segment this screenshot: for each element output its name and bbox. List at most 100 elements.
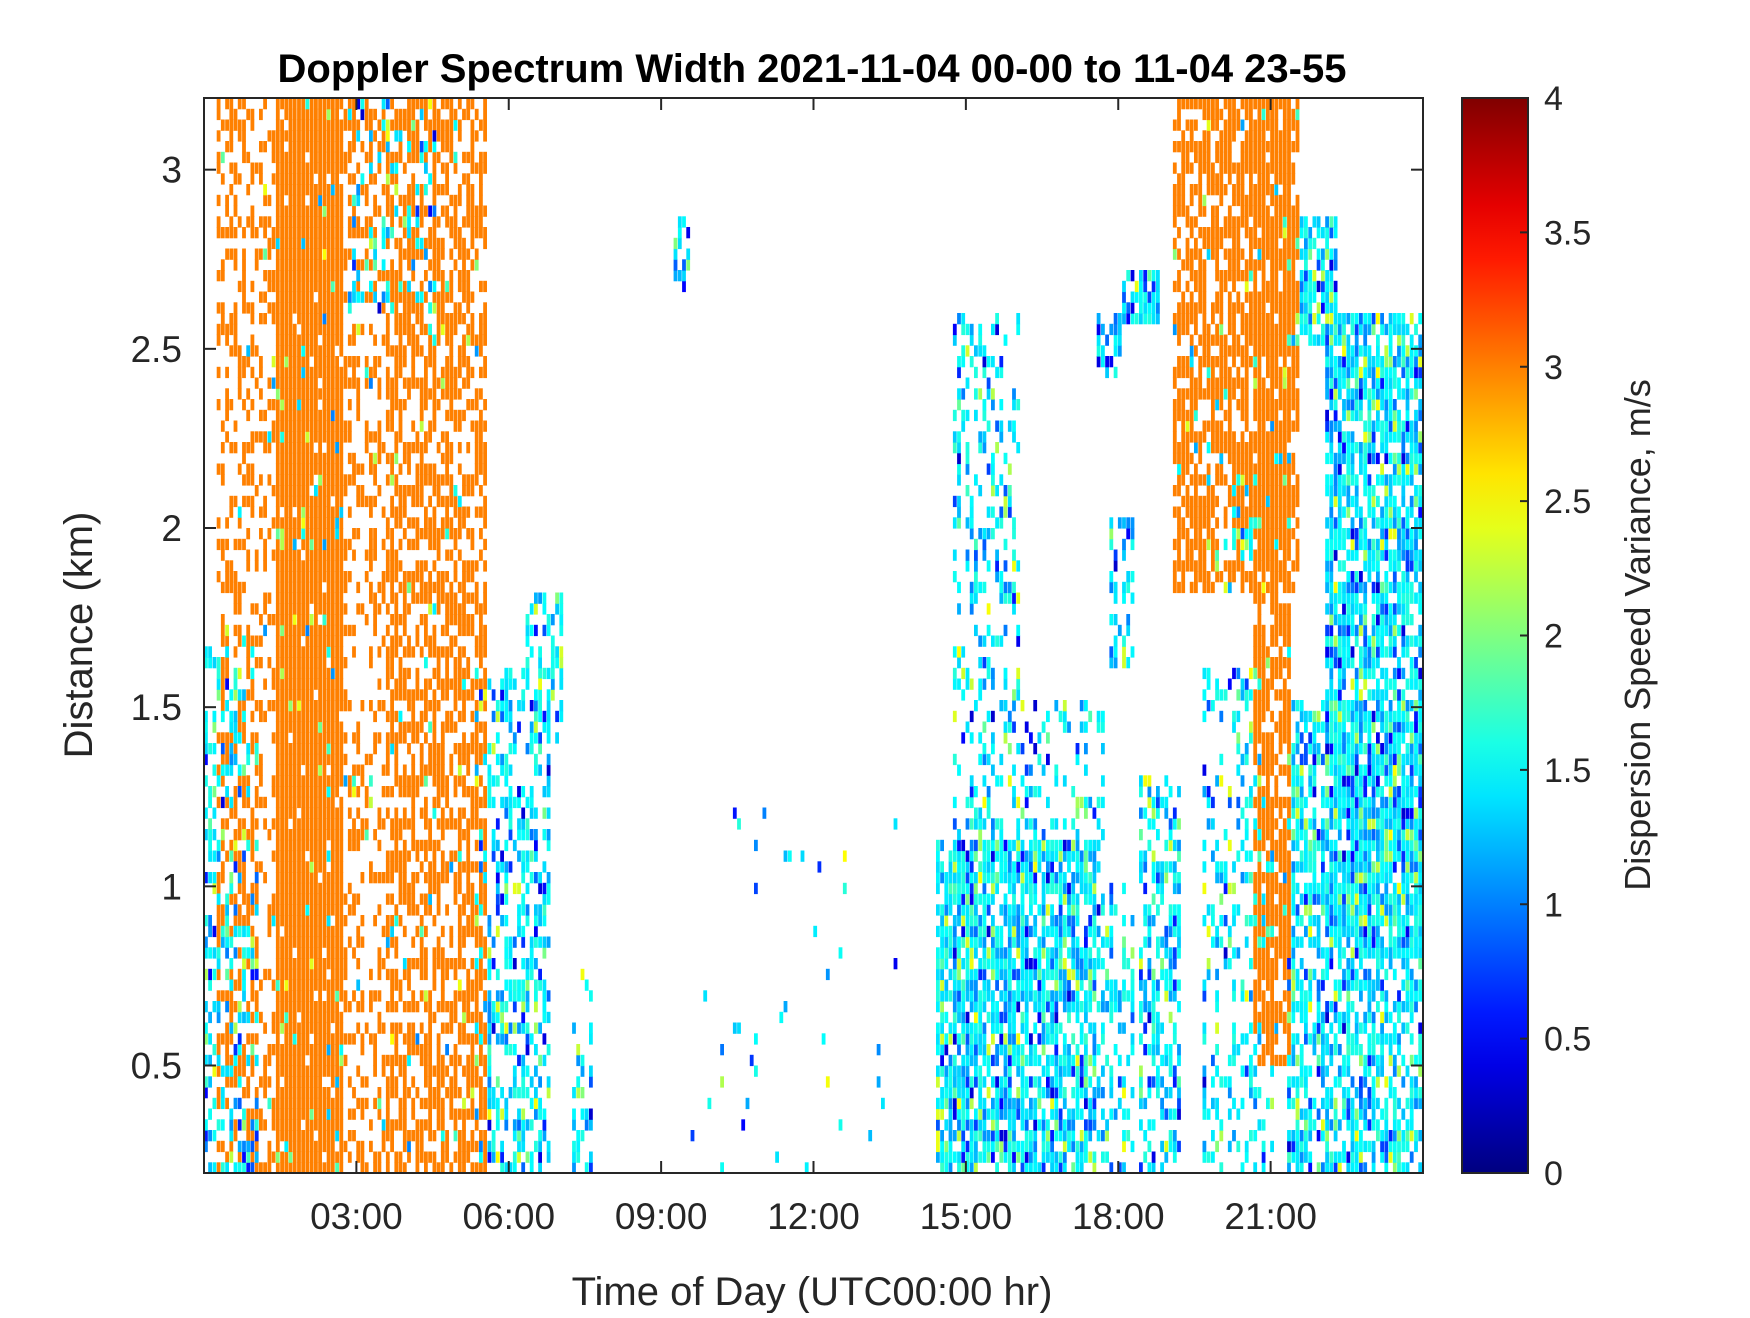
heatmap-cell bbox=[445, 861, 449, 873]
heatmap-cell bbox=[500, 861, 504, 873]
heatmap-cell bbox=[965, 968, 970, 981]
heatmap-cell bbox=[487, 1140, 492, 1153]
heatmap-cell bbox=[352, 108, 356, 121]
heatmap-cell bbox=[479, 1097, 483, 1110]
heatmap-cell bbox=[457, 528, 462, 540]
heatmap-cell bbox=[398, 1097, 403, 1110]
heatmap-cell bbox=[356, 280, 361, 293]
heatmap-cell bbox=[479, 280, 483, 293]
heatmap-cell bbox=[330, 420, 335, 432]
heatmap-cell bbox=[326, 259, 331, 271]
heatmap-cell bbox=[330, 313, 335, 325]
heatmap-cell bbox=[462, 904, 466, 916]
heatmap-cell bbox=[991, 850, 995, 862]
heatmap-cell bbox=[275, 1130, 280, 1142]
heatmap-cell bbox=[297, 882, 301, 895]
heatmap-cell bbox=[284, 635, 289, 647]
heatmap-cell bbox=[373, 248, 377, 260]
heatmap-cell bbox=[242, 227, 246, 239]
heatmap-cell bbox=[402, 1140, 407, 1153]
heatmap-cell bbox=[1007, 872, 1012, 884]
heatmap-cell bbox=[309, 98, 314, 110]
heatmap-cell bbox=[292, 990, 297, 1002]
heatmap-cell bbox=[292, 893, 297, 905]
heatmap-cell bbox=[369, 560, 373, 572]
heatmap-cell bbox=[208, 1054, 212, 1067]
heatmap-cell bbox=[288, 291, 293, 303]
heatmap-cell bbox=[326, 463, 331, 475]
heatmap-cell bbox=[335, 388, 339, 400]
heatmap-cell bbox=[424, 506, 428, 518]
heatmap-cell bbox=[246, 1162, 251, 1173]
heatmap-cell bbox=[292, 1065, 297, 1077]
heatmap-cell bbox=[483, 517, 487, 529]
heatmap-cell bbox=[314, 839, 318, 852]
heatmap-cell bbox=[322, 1033, 327, 1045]
heatmap-cell bbox=[330, 1140, 335, 1153]
heatmap-cell bbox=[969, 947, 974, 959]
heatmap-cell bbox=[288, 850, 293, 862]
heatmap-cell bbox=[309, 753, 314, 766]
heatmap-cell bbox=[326, 130, 331, 142]
heatmap-cell bbox=[457, 1140, 462, 1153]
heatmap-cell bbox=[347, 1001, 352, 1013]
heatmap-cell bbox=[474, 796, 479, 809]
heatmap-cell bbox=[440, 431, 445, 443]
heatmap-cell bbox=[483, 151, 487, 164]
heatmap-cell bbox=[504, 1001, 509, 1013]
heatmap-cell bbox=[974, 968, 978, 981]
heatmap-cell bbox=[999, 990, 1004, 1002]
heatmap-cell bbox=[242, 581, 246, 594]
heatmap-cell bbox=[453, 108, 458, 121]
heatmap-cell bbox=[474, 1108, 479, 1120]
heatmap-cell bbox=[250, 1044, 255, 1056]
heatmap-cell bbox=[390, 915, 394, 927]
heatmap-cell bbox=[440, 1130, 445, 1142]
heatmap-cell bbox=[402, 614, 407, 626]
heatmap-cell bbox=[445, 796, 449, 809]
heatmap-cell bbox=[394, 205, 399, 217]
heatmap-cell bbox=[225, 399, 229, 411]
heatmap-cell bbox=[280, 194, 284, 207]
heatmap-cell bbox=[415, 345, 420, 357]
heatmap-cell bbox=[339, 463, 344, 475]
heatmap-cell bbox=[301, 194, 306, 207]
heatmap-cell bbox=[280, 356, 284, 368]
heatmap-cell bbox=[999, 1140, 1004, 1153]
heatmap-cell bbox=[301, 1151, 306, 1163]
heatmap-cell bbox=[483, 753, 487, 766]
heatmap-cell bbox=[394, 549, 399, 561]
heatmap-cell bbox=[415, 1151, 420, 1163]
heatmap-cell bbox=[242, 818, 246, 830]
heatmap-cell bbox=[301, 796, 306, 809]
heatmap-cell bbox=[466, 173, 471, 185]
heatmap-cell bbox=[271, 1022, 276, 1034]
heatmap-cell bbox=[305, 915, 310, 927]
heatmap-cell bbox=[424, 807, 428, 819]
heatmap-cell bbox=[440, 291, 445, 303]
heatmap-cell bbox=[301, 1001, 306, 1013]
heatmap-cell bbox=[1007, 990, 1012, 1002]
heatmap-cell bbox=[284, 678, 289, 690]
heatmap-cell bbox=[457, 614, 462, 626]
heatmap-cell bbox=[462, 108, 466, 121]
heatmap-cell bbox=[204, 775, 208, 787]
heatmap-cell bbox=[318, 571, 322, 583]
heatmap-cell bbox=[419, 313, 424, 325]
heatmap-cell bbox=[263, 98, 267, 110]
heatmap-cell bbox=[377, 990, 382, 1002]
heatmap-cell bbox=[1007, 1162, 1012, 1173]
heatmap-cell bbox=[449, 151, 454, 164]
heatmap-cell bbox=[343, 1054, 348, 1067]
heatmap-cell bbox=[965, 1054, 970, 1067]
heatmap-cell bbox=[411, 732, 416, 744]
heatmap-cell bbox=[466, 270, 471, 282]
heatmap-cell bbox=[466, 624, 471, 637]
heatmap-cell bbox=[440, 829, 445, 841]
heatmap-cell bbox=[373, 452, 377, 465]
heatmap-cell bbox=[385, 420, 390, 432]
heatmap-cell bbox=[318, 119, 322, 131]
heatmap-cell bbox=[250, 334, 255, 346]
heatmap-cell bbox=[411, 1044, 416, 1056]
heatmap-cell bbox=[521, 1162, 526, 1173]
